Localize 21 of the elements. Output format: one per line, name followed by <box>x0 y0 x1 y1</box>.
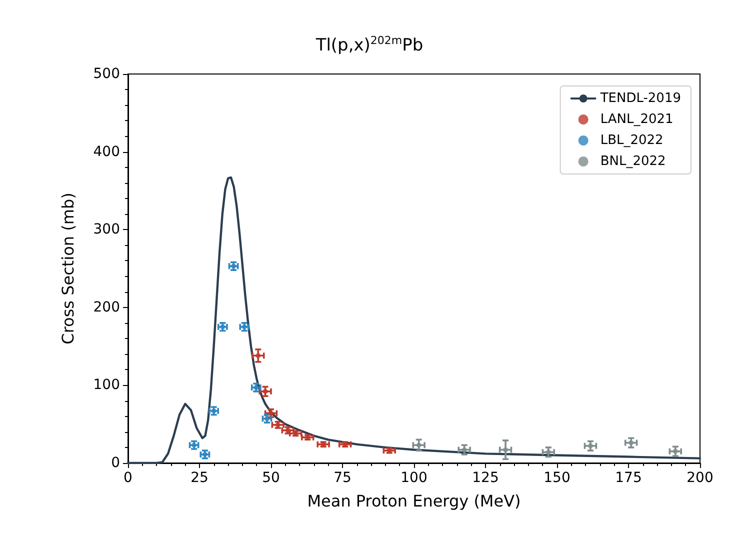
y-tick-label: 300 <box>93 222 120 238</box>
y-tick-label: 200 <box>93 299 120 316</box>
x-tick-label: 50 <box>262 470 280 486</box>
y-tick-label: 500 <box>93 66 120 82</box>
x-tick-label: 75 <box>334 470 352 486</box>
x-tick-label: 25 <box>190 470 208 486</box>
y-axis-title: Cross Section (mb) <box>58 192 78 344</box>
x-tick-label: 0 <box>124 470 132 486</box>
y-tick-label: 100 <box>93 377 120 394</box>
x-axis-title: Mean Proton Energy (MeV) <box>307 492 521 510</box>
legend-label: LANL_2021 <box>600 112 674 127</box>
x-tick-label: 125 <box>472 470 499 486</box>
legend-label: LBL_2022 <box>600 133 664 148</box>
y-tick-label: 400 <box>93 144 120 160</box>
x-tick-label: 175 <box>615 470 642 486</box>
y-tick-label: 0 <box>111 455 120 471</box>
x-tick-label: 150 <box>544 470 570 486</box>
x-tick-label: 200 <box>686 470 714 486</box>
x-tick-label: 100 <box>400 470 428 486</box>
legend-label: BNL_2022 <box>600 154 666 169</box>
legend-label: TENDL-2019 <box>599 91 682 106</box>
